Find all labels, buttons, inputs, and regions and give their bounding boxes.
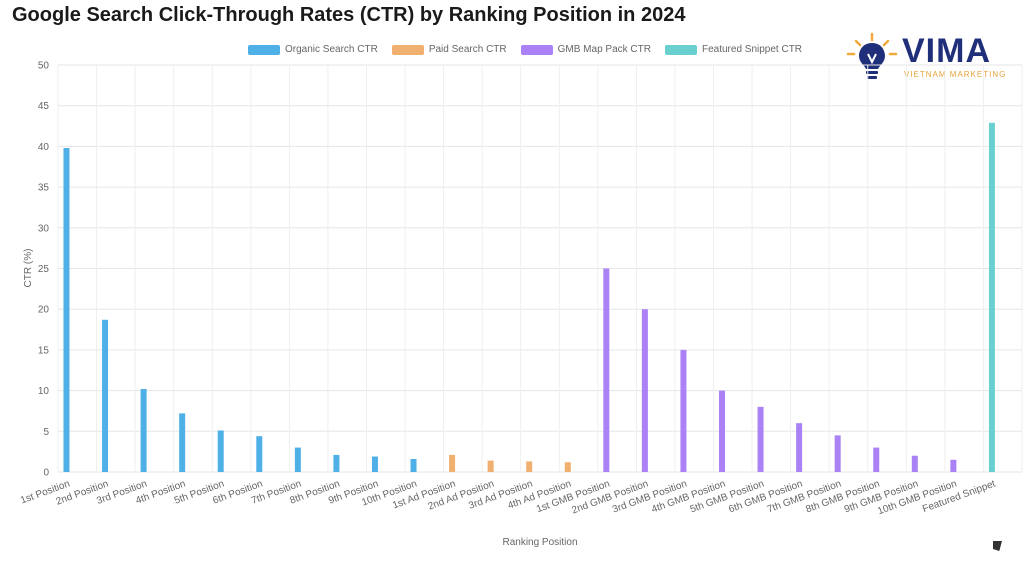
bar-3rd-position[interactable] (140, 388, 147, 472)
legend-item-snippet[interactable]: Featured Snippet CTR (664, 44, 803, 55)
legend-swatch-organic (248, 44, 280, 55)
bar-4th-position[interactable] (179, 413, 186, 472)
legend-label-gmb: GMB Map Pack CTR (557, 44, 651, 55)
bar-7th-position[interactable] (294, 447, 301, 472)
logo-wordmark: VIMA (902, 32, 991, 70)
legend-swatch-gmb (520, 44, 553, 55)
y-tick-label: 25 (38, 264, 50, 275)
y-tick-label: 15 (38, 345, 50, 356)
legend-item-organic[interactable]: Organic Search CTR (248, 44, 378, 55)
y-tick-label: 40 (38, 142, 50, 153)
bar-1st-position[interactable] (63, 148, 70, 472)
cursor-icon (993, 541, 1002, 551)
bar-10th-position[interactable] (410, 458, 417, 472)
y-tick-label: 35 (38, 183, 50, 194)
bar-8th-gmb-position[interactable] (873, 447, 880, 472)
bar-featured-snippet[interactable] (988, 122, 995, 472)
y-tick-label: 45 (38, 101, 50, 112)
x-axis-title: Ranking Position (502, 537, 577, 548)
bar-5th-position[interactable] (217, 430, 224, 472)
grid-lines (57, 64, 1023, 473)
bar-4th-gmb-position[interactable] (719, 390, 726, 472)
bar-9th-gmb-position[interactable] (911, 455, 918, 472)
y-axis-title: CTR (%) (23, 249, 34, 288)
legend-label-snippet: Featured Snippet CTR (701, 44, 803, 55)
bar-9th-position[interactable] (371, 456, 378, 472)
bar-4th-ad-position[interactable] (564, 462, 571, 472)
legend-label-organic: Organic Search CTR (285, 44, 378, 55)
legend-item-paid[interactable]: Paid Search CTR (391, 44, 507, 55)
y-tick-label: 30 (38, 223, 50, 234)
bar-2nd-position[interactable] (102, 319, 109, 472)
bar-2nd-ad-position[interactable] (487, 460, 494, 472)
vima-logo: VIMA VIETNAM MARKETING (844, 32, 1014, 82)
bar-10th-gmb-position[interactable] (950, 459, 957, 472)
bar-6th-position[interactable] (256, 436, 263, 472)
bar-2nd-gmb-position[interactable] (641, 309, 648, 472)
legend-label-paid: Paid Search CTR (428, 44, 507, 55)
legend-item-gmb[interactable]: GMB Map Pack CTR (520, 44, 651, 55)
y-axis-tick-labels: 0 5 10 15 20 25 30 35 40 45 50 (38, 61, 50, 479)
bar-1st-ad-position[interactable] (449, 454, 456, 472)
y-tick-label: 5 (43, 427, 49, 438)
bar-3rd-gmb-position[interactable] (680, 349, 687, 472)
legend: Organic Search CTR Paid Search CTR GMB M… (248, 44, 802, 55)
bar-1st-gmb-position[interactable] (603, 268, 610, 473)
bars (63, 122, 995, 473)
legend-swatch-paid (391, 44, 424, 55)
lightbulb-icon (846, 32, 898, 79)
bar-3rd-ad-position[interactable] (526, 461, 533, 472)
y-tick-label: 20 (38, 305, 50, 316)
bar-6th-gmb-position[interactable] (796, 423, 803, 472)
chart-title: Google Search Click-Through Rates (CTR) … (12, 4, 686, 26)
legend-swatch-snippet (664, 44, 697, 55)
logo-tagline: VIETNAM MARKETING (904, 70, 1007, 79)
y-tick-label: 50 (38, 61, 50, 72)
y-tick-label: 10 (38, 386, 50, 397)
y-tick-label: 0 (43, 468, 49, 479)
bar-5th-gmb-position[interactable] (757, 406, 764, 472)
bar-7th-gmb-position[interactable] (834, 435, 841, 472)
bar-8th-position[interactable] (333, 454, 340, 472)
